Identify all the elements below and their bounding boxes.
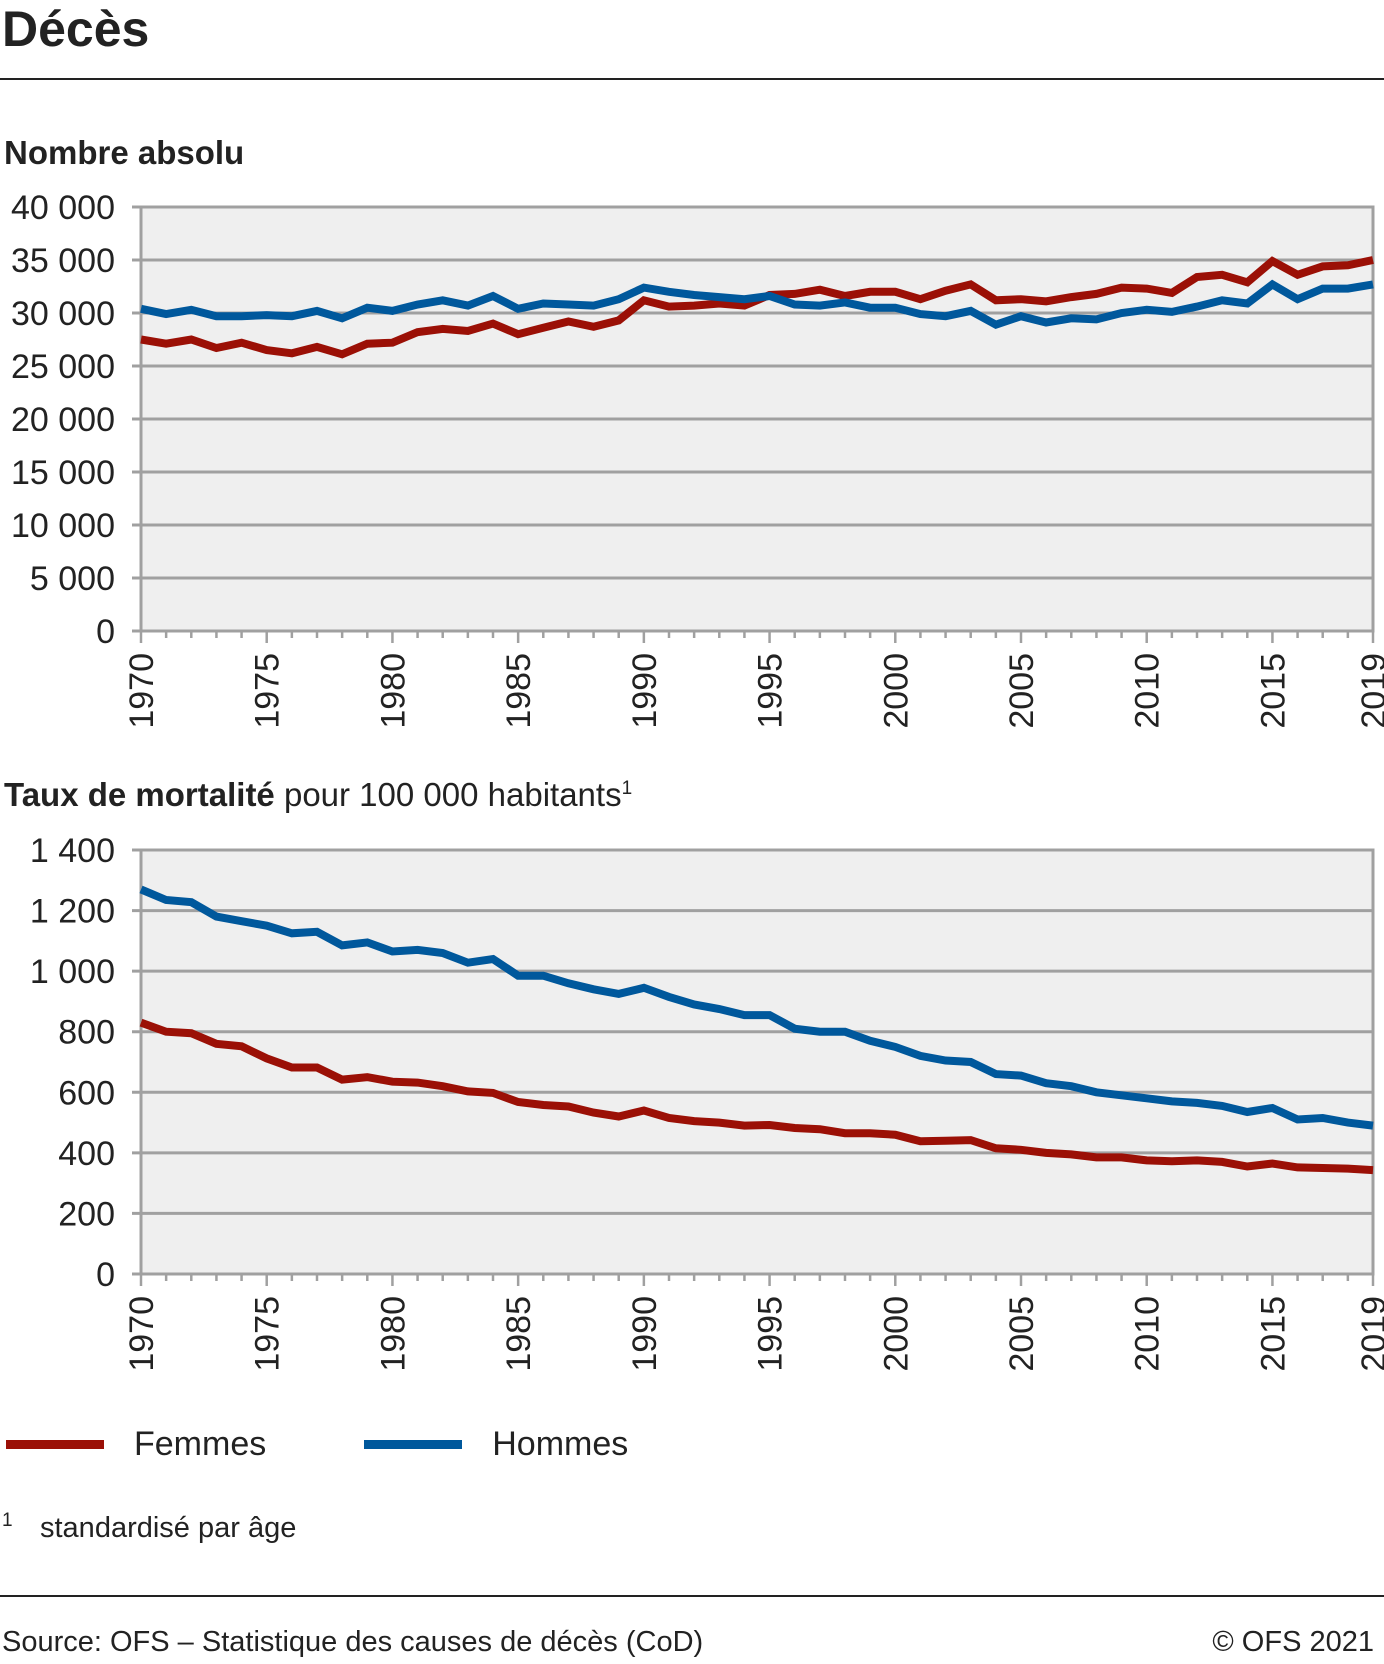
chart2-y-tick-label: 200	[58, 1195, 115, 1233]
chart2-x-tick-label: 2010	[1129, 1296, 1167, 1372]
title-divider	[0, 78, 1384, 80]
page-title: Décès	[2, 1, 150, 57]
chart2-x-tick-label: 1990	[626, 1296, 664, 1372]
chart2-y-tick-label: 400	[58, 1135, 115, 1173]
chart2-y-tick-label: 1 000	[30, 953, 115, 991]
footnote-mark: 1	[2, 1510, 13, 1531]
chart1-y-tick-label: 25 000	[11, 348, 115, 386]
chart2-x-tick-label: 1995	[752, 1296, 790, 1372]
chart2-y-tick-label: 800	[58, 1014, 115, 1052]
chart1-x-tick-label: 1985	[500, 653, 538, 729]
copyright-text: © OFS 2021	[1212, 1626, 1374, 1658]
footer-divider	[0, 1595, 1384, 1597]
chart2-y-tick-label: 1 400	[30, 832, 115, 870]
legend-swatch-hommes	[364, 1440, 463, 1449]
chart1-x-tick-label: 2000	[877, 653, 915, 729]
chart1-title: Nombre absolu	[4, 134, 245, 171]
legend-label-femmes: Femmes	[134, 1425, 267, 1463]
chart2-x-tick-label: 1980	[374, 1296, 412, 1372]
chart1-x-tick-label: 2019	[1355, 653, 1384, 729]
chart2-x-tick-label: 1985	[500, 1296, 538, 1372]
chart2-x-tick-label: 1975	[249, 1296, 287, 1372]
chart2-title-bold: Taux de mortalité	[4, 776, 275, 813]
legend-swatch-femmes	[6, 1440, 104, 1449]
chart1-x-tick-label: 1970	[123, 653, 161, 729]
chart2-line-femmes	[139, 1018, 1374, 1175]
footnote-text: standardisé par âge	[40, 1512, 297, 1544]
chart1-x-tick-label: 1995	[752, 653, 790, 729]
chart1-y-tick-label: 30 000	[11, 295, 115, 333]
chart2-plot-area	[139, 848, 1375, 1276]
legend-label-hommes: Hommes	[492, 1425, 629, 1463]
chart2-title-rest: pour 100 000 habitants	[274, 776, 622, 813]
chart1-y-tick-label: 0	[96, 613, 115, 651]
chart1-y-tick-label: 10 000	[11, 507, 115, 545]
legend: Femmes Hommes	[6, 1425, 628, 1464]
chart1-y-tick-label: 40 000	[11, 189, 115, 227]
chart2-x-tick-label: 2015	[1254, 1296, 1292, 1372]
chart2-y-tick-label: 0	[96, 1256, 115, 1294]
chart1-x-tick-label: 1975	[249, 653, 287, 729]
chart1-x-tick-label: 1980	[374, 653, 412, 729]
chart1-x-tick-label: 2010	[1129, 653, 1167, 729]
chart2-x-tick-label: 2005	[1003, 1296, 1041, 1372]
chart2-x-tick-label: 2019	[1355, 1296, 1384, 1372]
chart2-x-tick-label: 2000	[877, 1296, 915, 1372]
chart1-y-tick-label: 15 000	[11, 454, 115, 492]
chart2-y-tick-label: 1 200	[30, 893, 115, 931]
chart1-x-tick-label: 2005	[1003, 653, 1041, 729]
chart1-y-tick-label: 5 000	[30, 560, 115, 598]
chart2-title: Taux de mortalité pour 100 000 habitants…	[4, 776, 632, 814]
chart2-line-hommes	[139, 885, 1374, 1130]
chart2-y-tick-label: 600	[58, 1074, 115, 1112]
chart1-y-tick-label: 35 000	[11, 242, 115, 280]
chart1-x-tick-label: 1990	[626, 653, 664, 729]
chart1-x-tick-label: 2015	[1254, 653, 1292, 729]
chart1-y-tick-label: 20 000	[11, 401, 115, 439]
chart1-line-hommes	[140, 279, 1374, 330]
chart2-title-mark: 1	[621, 778, 633, 799]
source-text: Source: OFS – Statistique des causes de …	[2, 1626, 704, 1658]
chart2-x-tick-label: 1970	[123, 1296, 161, 1372]
